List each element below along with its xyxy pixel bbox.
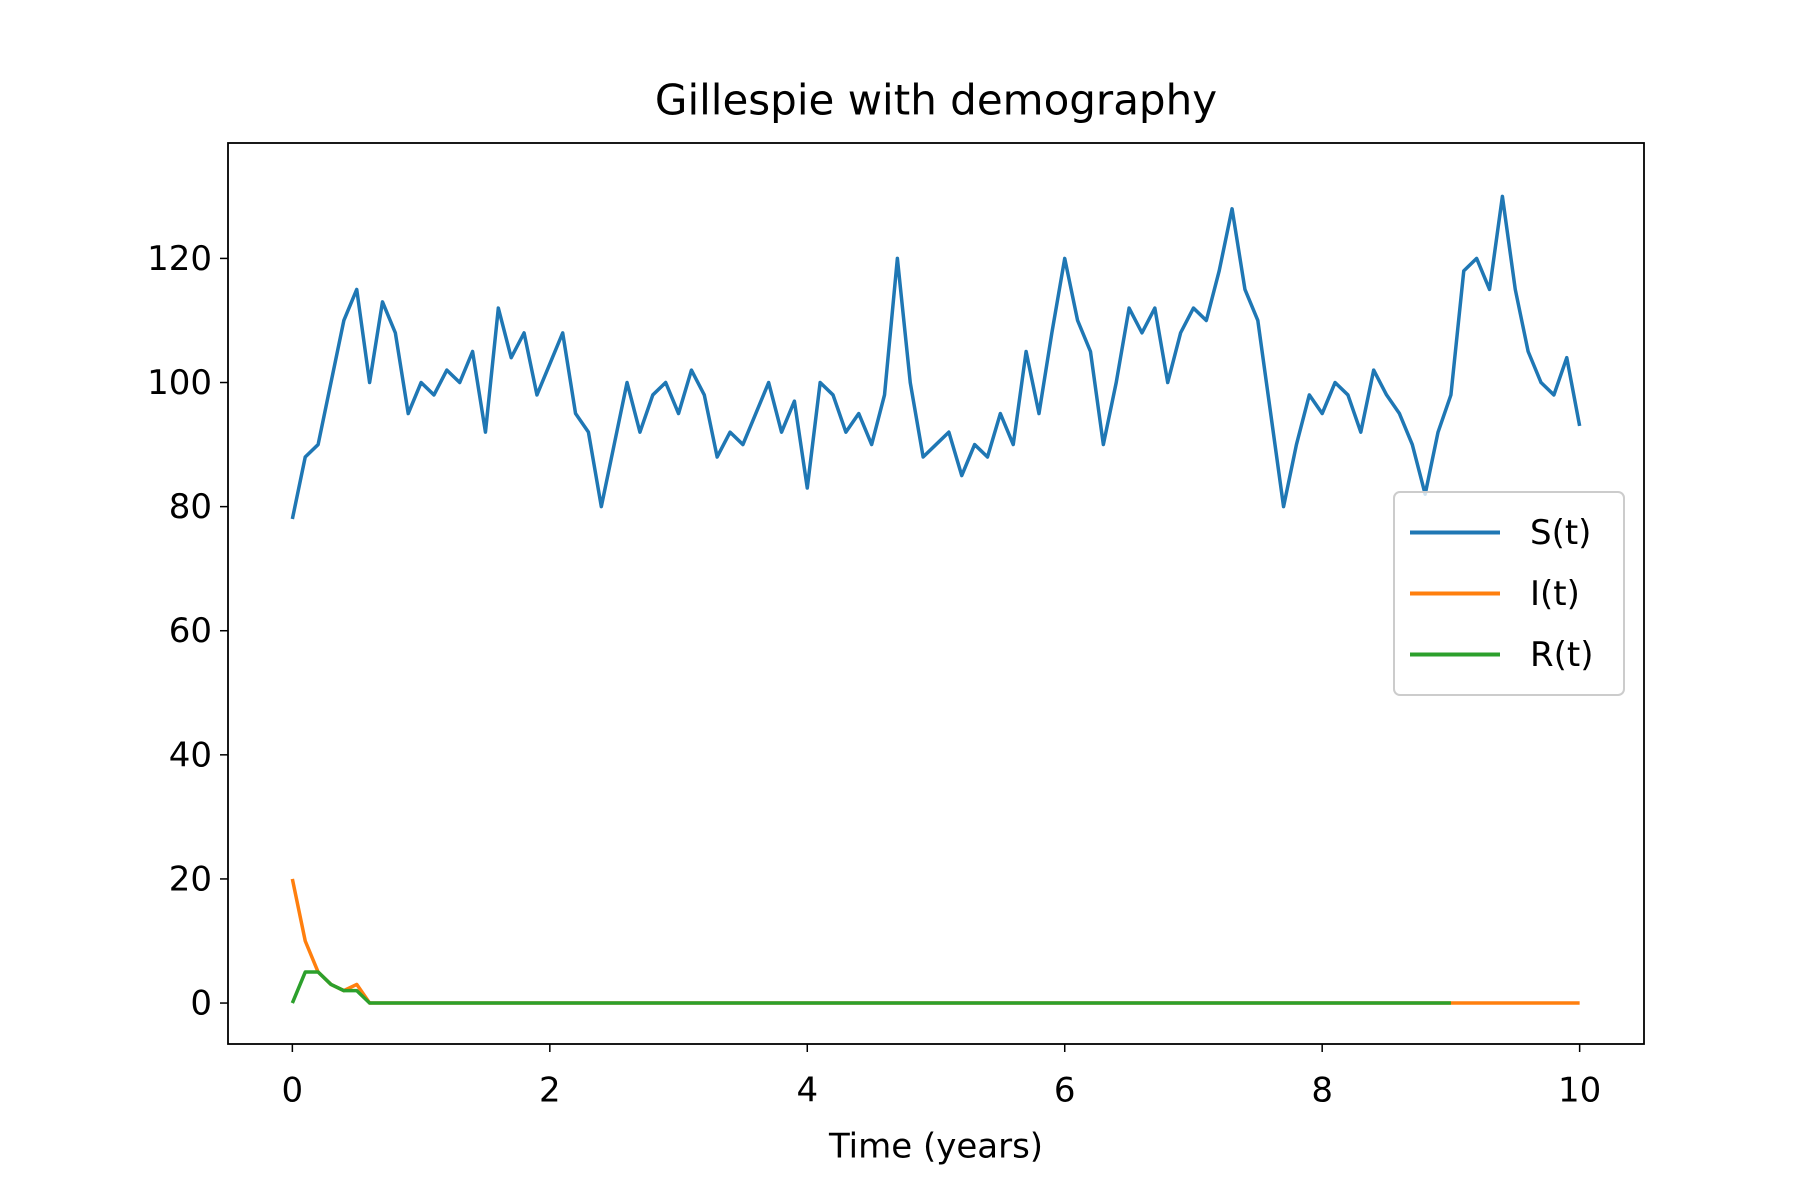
legend-label: R(t): [1530, 635, 1593, 675]
x-tick-label: 0: [282, 1071, 304, 1111]
x-tick-label: 4: [796, 1071, 818, 1111]
y-tick-label: 0: [190, 984, 212, 1024]
x-axis-label: Time (years): [828, 1127, 1043, 1167]
chart-title: Gillespie with demography: [655, 76, 1217, 125]
legend-box: [1393, 491, 1625, 696]
legend-label: I(t): [1530, 574, 1580, 614]
data-line: [290, 194, 1582, 520]
x-tick-label: 6: [1054, 1071, 1076, 1111]
y-tick-label: 100: [147, 363, 212, 403]
data-line: [290, 970, 1451, 1005]
x-tick-label: 8: [1311, 1071, 1333, 1111]
legend: S(t) I(t) R(t): [1393, 491, 1625, 696]
y-tick-label: 120: [147, 239, 212, 279]
axes-frame: [227, 142, 1645, 1045]
legend-label: S(t): [1530, 513, 1591, 553]
x-tick-label: 10: [1558, 1071, 1601, 1111]
y-tick-label: 20: [169, 859, 212, 899]
x-tick-label: 2: [539, 1071, 561, 1111]
y-tick-label: 60: [169, 611, 212, 651]
y-tick-label: 40: [169, 735, 212, 775]
y-tick-label: 80: [169, 487, 212, 527]
